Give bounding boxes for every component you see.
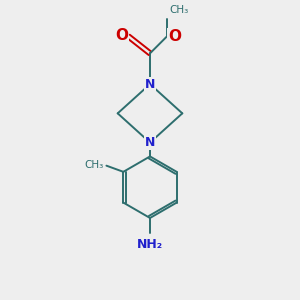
Text: N: N (145, 136, 155, 149)
Text: CH₃: CH₃ (169, 5, 188, 15)
Text: NH₂: NH₂ (137, 238, 163, 251)
Text: N: N (145, 78, 155, 91)
Text: O: O (115, 28, 128, 43)
Text: O: O (168, 29, 181, 44)
Text: CH₃: CH₃ (84, 160, 103, 170)
